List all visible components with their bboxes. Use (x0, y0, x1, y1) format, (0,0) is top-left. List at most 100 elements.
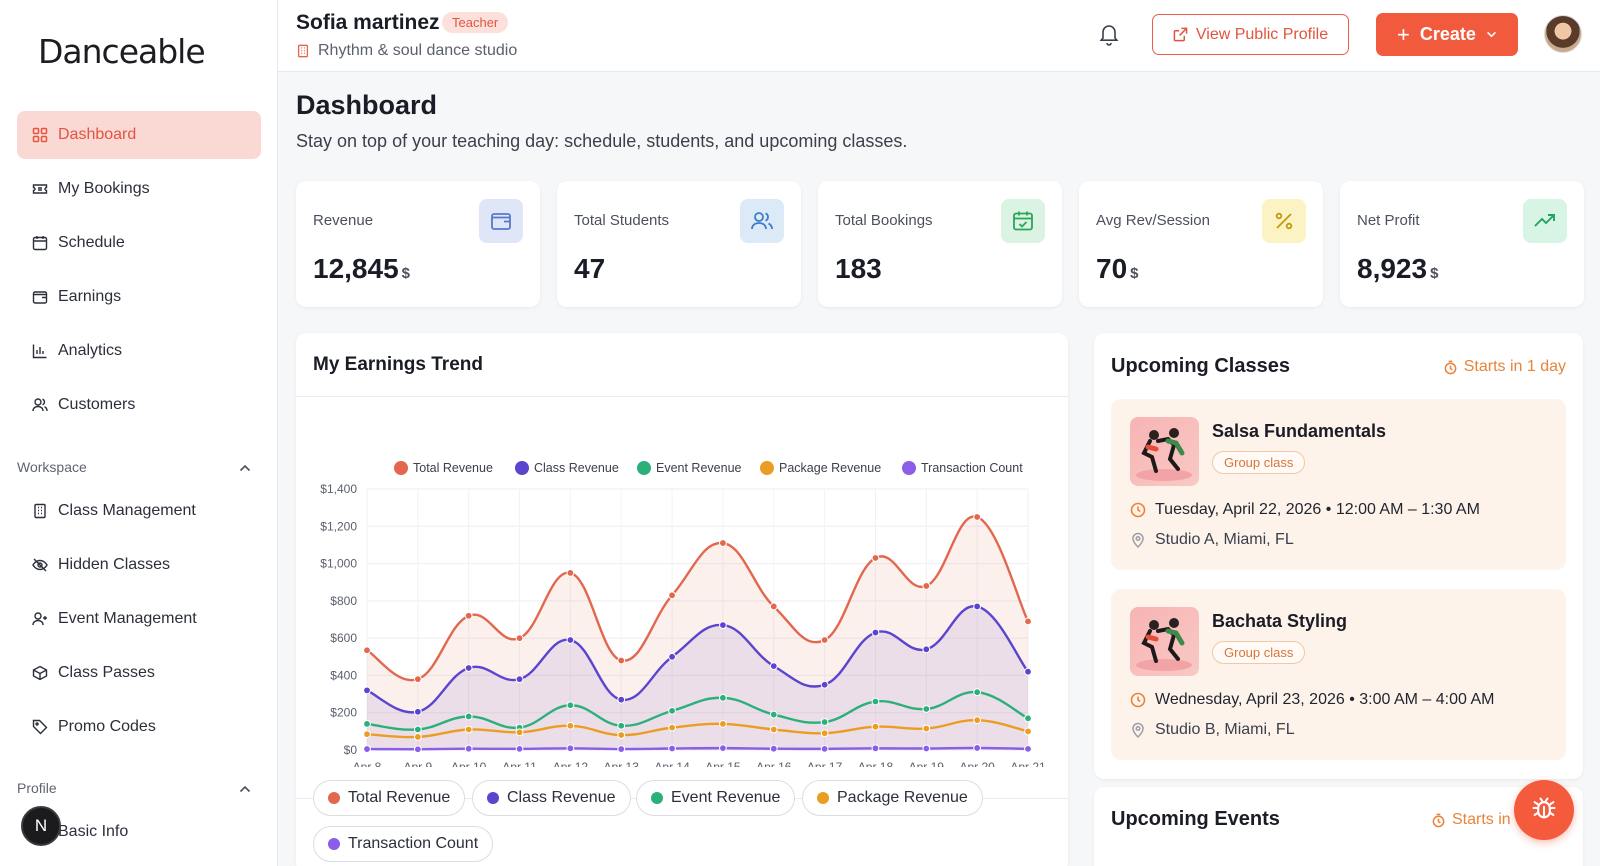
series-line-package-revenue (366, 718, 1029, 739)
user-avatar[interactable] (1544, 15, 1582, 53)
data-point-total-revenue (617, 656, 626, 665)
data-point-transaction-count (719, 744, 727, 753)
class-time-label: Wednesday, April 23, 2026 • 3:00 AM – 4:… (1155, 691, 1495, 708)
series-toggle-event-revenue[interactable]: Event Revenue (636, 780, 796, 816)
legend-dot (651, 792, 663, 804)
data-point-transaction-count (363, 745, 371, 753)
create-label: Create (1419, 24, 1476, 44)
class-time-label: Tuesday, April 22, 2026 • 12:00 AM – 1:3… (1155, 501, 1480, 518)
workspace-section-toggle[interactable]: Workspace (17, 459, 261, 475)
stat-label: Total Bookings (835, 212, 933, 229)
x-tick-label: Apr 10 (451, 760, 487, 767)
sidebar-item-basic-info[interactable]: Basic Info (17, 808, 261, 856)
data-point-total-revenue (515, 634, 524, 643)
class-type-badge: Group class (1212, 641, 1306, 664)
data-point-package-revenue (515, 728, 524, 737)
series-toggle-package-revenue[interactable]: Package Revenue (802, 780, 983, 816)
x-tick-label: Apr 9 (404, 760, 433, 767)
studio-label: Rhythm & soul dance studio (318, 42, 518, 59)
data-point-transaction-count (973, 744, 982, 752)
sidebar-item-promo-codes[interactable]: Promo Codes (17, 703, 261, 751)
data-point-class-revenue (871, 628, 880, 637)
bug-report-button[interactable] (1514, 780, 1574, 840)
profile-section-toggle[interactable]: Profile (17, 780, 261, 796)
data-point-package-revenue (922, 724, 931, 733)
data-point-class-revenue (719, 621, 727, 629)
data-point-total-revenue (922, 582, 931, 590)
data-point-total-revenue (668, 591, 676, 600)
data-point-class-revenue (515, 675, 524, 684)
legend-label: Class Revenue (534, 461, 619, 475)
earnings-chart-svg: $0 $200 $400 $600 $800 $1,000 $1,200 $1,400 Apr … (320, 461, 1046, 774)
sidebar-item-earnings[interactable]: Earnings (17, 273, 261, 321)
upcoming-classes-panel: Upcoming Classes Starts in 1 day Salsa F… (1094, 333, 1583, 779)
sidebar-item-hidden-classes[interactable]: Hidden Classes (17, 541, 261, 589)
bell-icon[interactable] (1098, 22, 1120, 51)
tag-icon (31, 718, 49, 736)
workspace-avatar[interactable]: N (21, 806, 61, 846)
data-point-class-revenue (1024, 667, 1032, 676)
percent-icon (1262, 199, 1306, 243)
page-title: Dashboard (296, 90, 438, 120)
page-subtitle: Stay on top of your teaching day: schedu… (296, 131, 908, 151)
class-thumbnail (1130, 607, 1199, 676)
earnings-trend-title: My Earnings Trend (296, 333, 1068, 397)
data-point-event-revenue (973, 688, 982, 697)
chevron-up-icon (239, 459, 251, 475)
y-tick-label: $0 (344, 743, 358, 757)
data-point-class-revenue (566, 636, 575, 644)
sidebar-item-label: Event Management (58, 610, 197, 627)
sidebar-item-customers[interactable]: Customers (17, 381, 261, 429)
stat-value: 8,923 $ (1357, 253, 1439, 284)
data-point-total-revenue (566, 568, 575, 577)
starts-label: Starts in (1452, 811, 1511, 828)
sidebar-item-analytics[interactable]: Analytics (17, 327, 261, 375)
grid-icon (31, 126, 49, 144)
series-toggle-class-revenue[interactable]: Class Revenue (472, 780, 631, 816)
sidebar-item-event-management[interactable]: Event Management (17, 595, 261, 643)
building-icon (296, 44, 310, 58)
studio-name: Rhythm & soul dance studio (296, 42, 517, 60)
sidebar-item-class-passes[interactable]: Class Passes (17, 649, 261, 697)
eye-off-icon (31, 556, 49, 574)
sidebar-item-schedule[interactable]: Schedule (17, 219, 261, 267)
data-point-total-revenue (820, 636, 829, 644)
wallet-icon (31, 288, 49, 306)
sidebar-item-dashboard[interactable]: Dashboard (17, 111, 261, 159)
view-public-profile-button[interactable]: View Public Profile (1152, 14, 1349, 55)
data-point-package-revenue (566, 721, 575, 730)
class-card[interactable]: Salsa Fundamentals Group class Tuesday, … (1111, 399, 1566, 570)
user-plus-icon (31, 610, 49, 628)
sidebar-item-my-bookings[interactable]: My Bookings (17, 165, 261, 213)
class-type-badge: Group class (1212, 451, 1306, 474)
class-location-label: Studio B, Miami, FL (1155, 721, 1295, 738)
data-point-event-revenue (566, 701, 575, 710)
role-badge: Teacher (442, 12, 509, 33)
data-point-total-revenue (719, 539, 727, 547)
series-toggle-transaction-count[interactable]: Transaction Count (313, 826, 494, 862)
series-line-event-revenue (366, 691, 1029, 731)
create-button[interactable]: + Create (1376, 13, 1518, 56)
data-point-total-revenue (1024, 617, 1032, 626)
data-point-event-revenue (363, 720, 371, 728)
calendar-check-icon (1001, 199, 1045, 243)
data-point-package-revenue (464, 725, 473, 734)
class-time: Wednesday, April 23, 2026 • 3:00 AM – 4:… (1130, 691, 1494, 709)
plus-icon: + (1397, 21, 1410, 47)
sidebar-item-label: Schedule (58, 234, 125, 251)
y-tick-label: $1,400 (320, 482, 357, 496)
class-card[interactable]: Bachata Styling Group class Wednesday, A… (1111, 589, 1566, 760)
y-tick-label: $1,200 (320, 519, 357, 533)
users-icon (31, 396, 49, 414)
data-point-total-revenue (363, 646, 371, 655)
map-pin-icon (1130, 532, 1146, 548)
data-point-event-revenue (617, 721, 626, 730)
brand-logo[interactable]: Danceable (38, 32, 206, 71)
sidebar-item-label: Class Passes (58, 664, 155, 681)
series-toggle-total-revenue[interactable]: Total Revenue (313, 780, 466, 816)
data-point-class-revenue (363, 686, 371, 695)
chevron-down-icon (1486, 31, 1497, 38)
class-thumbnail (1130, 417, 1199, 486)
sidebar-item-class-management[interactable]: Class Management (17, 487, 261, 535)
data-point-transaction-count (820, 744, 829, 753)
